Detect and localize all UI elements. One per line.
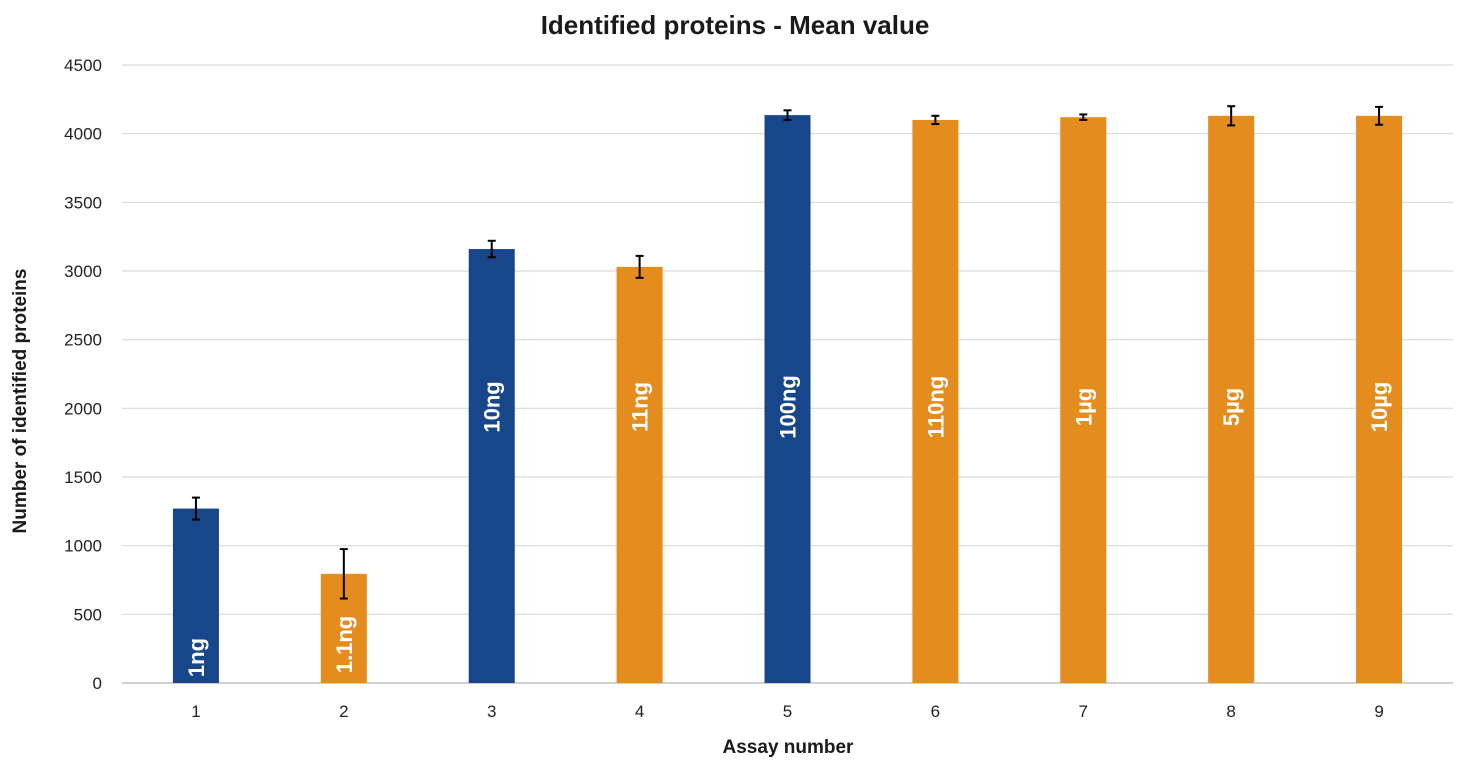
bar [468,249,515,683]
bars [172,115,1403,684]
y-axis-ticks: 0 500 1000 1500 2000 2500 3000 3500 4000 4500 [64,56,102,693]
bar [1060,117,1107,684]
bar [764,115,811,684]
x-tick-label: 7 [1079,702,1088,721]
error-bars [191,105,1384,600]
x-axis-title: Assay number [723,737,855,758]
y-tick-label: 1500 [64,468,102,487]
x-tick-label: 4 [635,702,644,721]
y-tick-label: 2500 [64,331,102,350]
y-tick-label: 500 [74,605,102,624]
x-tick-label: 8 [1226,702,1235,721]
chart-title: Identified proteins - Mean value [541,10,930,40]
bar [172,508,219,683]
bar-label: 110ng [923,376,948,438]
bar-labels: 1ng 1.1ng 10ng 11ng 100ng 110ng 1µg 5µg 10µg [184,375,1392,677]
y-tick-label: 0 [93,674,102,693]
bar-label: 11ng [628,382,653,432]
bar [616,266,663,683]
bar-label: 5µg [1219,388,1244,426]
bar-label: 100ng [776,375,801,439]
y-tick-label: 4500 [64,56,102,75]
x-tick-label: 3 [487,702,496,721]
y-axis-title: Number of identified proteins [10,269,31,534]
x-tick-label: 9 [1374,702,1383,721]
bar-label: 10µg [1367,382,1392,433]
x-tick-label: 5 [783,702,792,721]
y-tick-label: 4000 [64,125,102,144]
bar-label: 1ng [184,638,209,677]
bar [912,119,959,683]
bar-label: 1.1ng [332,616,357,673]
y-tick-label: 2000 [64,399,102,418]
x-tick-label: 6 [931,702,940,721]
bar [1208,115,1255,683]
x-tick-label: 1 [191,702,200,721]
bar-label: 1µg [1071,388,1096,426]
x-tick-label: 2 [339,702,348,721]
y-tick-label: 1000 [64,537,102,556]
x-axis-ticks: 1 2 3 4 5 6 7 8 9 [191,702,1384,721]
bar [1356,115,1403,683]
y-tick-label: 3000 [64,262,102,281]
y-tick-label: 3500 [64,193,102,212]
bar-label: 10ng [480,381,505,432]
